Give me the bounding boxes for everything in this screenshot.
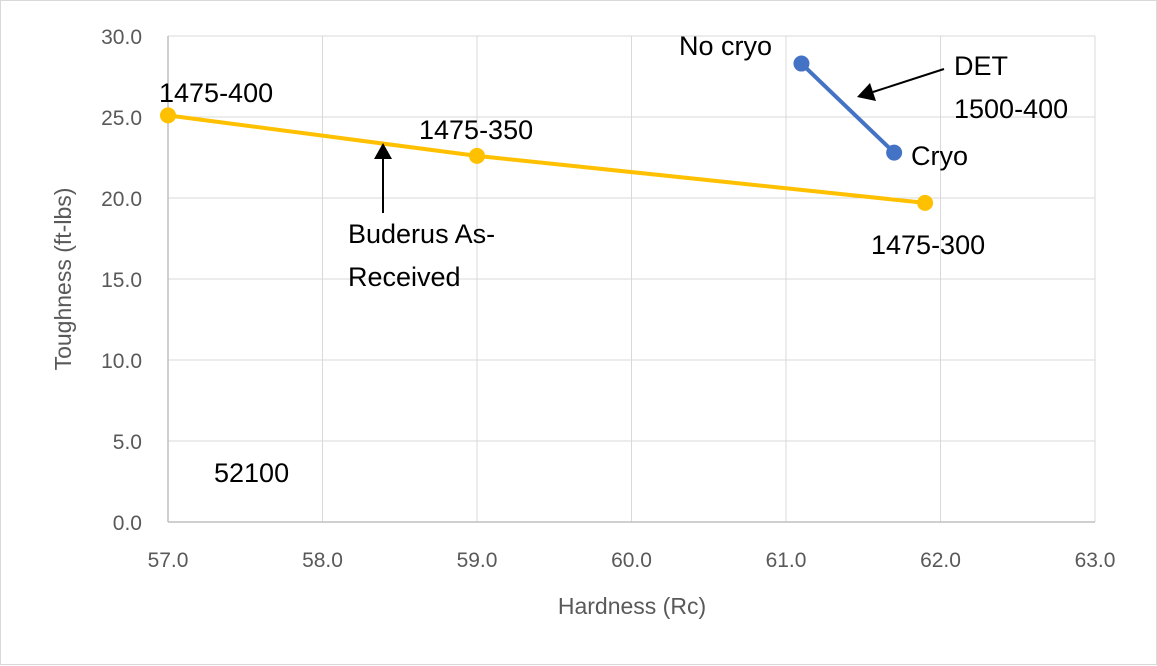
annotation-buderus: Buderus As-: [348, 219, 495, 249]
data-point-0-1: [469, 147, 485, 164]
data-point-1-1: [886, 144, 903, 161]
y-axis-title: Toughness (ft-lbs): [50, 188, 76, 371]
label-1475-350: 1475-350: [419, 115, 533, 145]
y-tick-label: 25.0: [101, 107, 142, 130]
label-1475-400: 1475-400: [159, 78, 273, 108]
y-tick-label: 0.0: [113, 512, 142, 535]
y-tick-label: 15.0: [101, 269, 142, 292]
label-1475-300: 1475-300: [871, 230, 985, 260]
arrow-buderus: [374, 143, 392, 213]
x-axis-title: Hardness (Rc): [558, 593, 706, 619]
axes: 0.0 5.0 10.0 15.0 20.0 25.0 30.0 57.0 58.0 59.0 60…: [101, 26, 1115, 572]
x-tick-label: 60.0: [611, 549, 652, 572]
series-line-1: [800, 62, 896, 155]
series-layer: [160, 55, 934, 211]
y-tick-label: 5.0: [113, 431, 142, 454]
annotation-det: DET: [954, 51, 1008, 81]
x-tick-label: 62.0: [920, 549, 961, 572]
x-tick-label: 61.0: [766, 549, 807, 572]
x-tick-label: 58.0: [302, 549, 343, 572]
x-tick-label: 63.0: [1075, 549, 1116, 572]
data-point-1-0: [793, 55, 810, 72]
label-cryo: Cryo: [911, 141, 968, 171]
y-tick-label: 20.0: [101, 188, 142, 211]
x-tick-label: 59.0: [457, 549, 498, 572]
data-point-0-2: [917, 194, 934, 211]
arrow-det: [857, 68, 945, 101]
annotation-52100: 52100: [214, 458, 289, 488]
y-tick-label: 10.0: [101, 350, 142, 373]
label-no-cryo: No cryo: [679, 31, 772, 61]
x-tick-label: 57.0: [148, 549, 189, 572]
annotation-det-temp: 1500-400: [954, 94, 1068, 124]
series-line-0: [167, 113, 926, 205]
gridlines: [168, 35, 1096, 522]
data-point-0-0: [160, 107, 176, 124]
y-tick-label: 30.0: [101, 26, 142, 49]
annotation-received: Received: [348, 262, 461, 292]
